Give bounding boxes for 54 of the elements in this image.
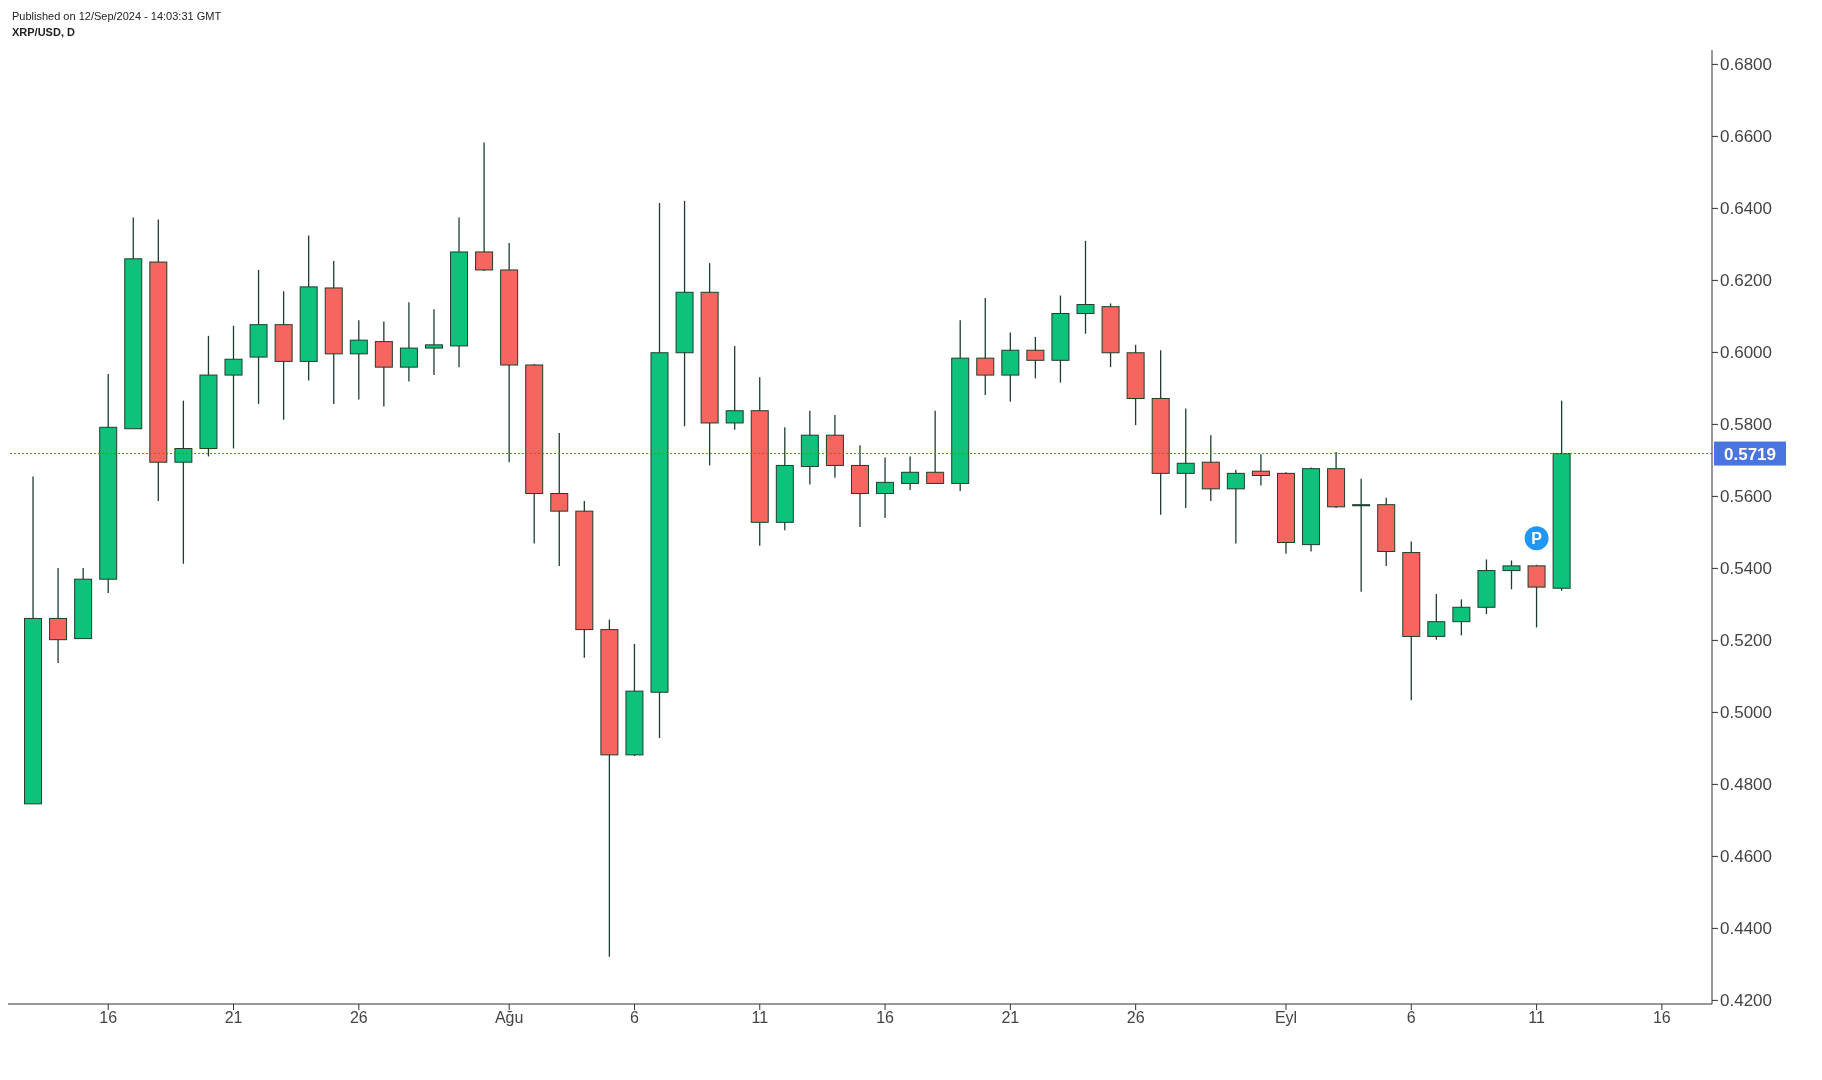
- x-tick-label: 26: [1126, 1009, 1145, 1027]
- y-tick-label: 0.5400: [1720, 559, 1772, 579]
- candlestick: [399, 301, 418, 383]
- x-tick-label: Ağu: [494, 1009, 524, 1027]
- chart-title: XRP/USD, D: [12, 26, 76, 38]
- y-tick-label: 0.6200: [1720, 271, 1772, 291]
- candlestick: [1527, 564, 1546, 629]
- x-tick-label: 6: [630, 1009, 640, 1027]
- x-tick-label: 16: [876, 1009, 895, 1027]
- y-tick-label: 0.6400: [1720, 199, 1772, 219]
- y-tick-label: 0.5200: [1720, 631, 1772, 651]
- y-tick-label: 0.6800: [1720, 55, 1772, 75]
- x-tick-label: Eyl: [1274, 1009, 1298, 1027]
- x-tick-label: 16: [1652, 1009, 1671, 1027]
- y-tick-label: 0.4600: [1720, 847, 1772, 867]
- candlestick: [725, 345, 744, 431]
- y-tick-label: 0.4200: [1720, 991, 1772, 1011]
- candlestick: [424, 308, 443, 376]
- y-tick-label: 0.4800: [1720, 775, 1772, 795]
- candlestick: [976, 297, 995, 396]
- x-tick-label: 11: [1528, 1009, 1545, 1027]
- y-tick-label: 0.5600: [1720, 487, 1772, 507]
- x-tick-label: 6: [1406, 1009, 1416, 1027]
- candlestick: [550, 432, 569, 567]
- candlestick: [174, 399, 193, 565]
- candlestick: [876, 456, 895, 519]
- candlestick: [1452, 598, 1471, 637]
- text: Published on 12/Sep/2024 - 14:03:31 GMT: [12, 10, 223, 22]
- candlestick: [1502, 559, 1521, 590]
- y-tick-label: 0.6600: [1720, 127, 1772, 147]
- x-tick-label: 21: [1001, 1009, 1020, 1027]
- x-tick-label: 21: [224, 1009, 243, 1027]
- candlestick: [1026, 336, 1045, 379]
- candlestick: [926, 410, 945, 485]
- y-tick-label: 0.6000: [1720, 343, 1772, 363]
- x-tick-label: 16: [99, 1009, 118, 1027]
- y-tick-label: 0.5800: [1720, 415, 1772, 435]
- candlestick: [49, 567, 68, 664]
- y-tick-label: 0.4400: [1720, 919, 1772, 939]
- candlestick: [1176, 407, 1195, 509]
- candlestick: [901, 455, 920, 491]
- candlestick: [1226, 469, 1245, 545]
- annotation: P: [1531, 530, 1543, 548]
- y-tick-label: 0.5000: [1720, 703, 1772, 723]
- candlestick: [475, 141, 494, 272]
- candlestick: [1251, 453, 1270, 487]
- candlestick: [1076, 240, 1095, 335]
- ref-line-label: 0.5719: [1724, 444, 1776, 464]
- candlestick: [1352, 478, 1371, 593]
- candlestick: [224, 325, 243, 450]
- candlestick: [349, 319, 368, 401]
- x-tick-label: 11: [751, 1009, 769, 1027]
- x-tick-label: 26: [349, 1009, 368, 1027]
- candlestick: [1427, 593, 1446, 641]
